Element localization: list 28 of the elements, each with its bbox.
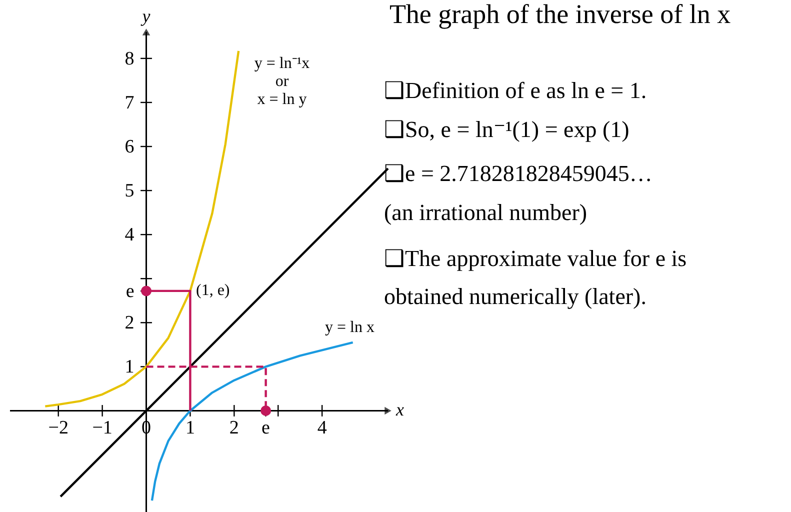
x-tick-label: 4 [317,418,328,439]
x-tick-label: −2 [48,418,68,439]
y-tick-label: 6 [124,136,134,158]
y-tick-label: 7 [124,92,134,114]
x-tick-label: −1 [92,418,112,439]
annotation: (an irrational number) [384,200,588,225]
y-tick-label: 8 [124,48,134,70]
line-series [44,50,240,408]
annotation: obtained numerically (later). [384,284,646,309]
annotation: ❑So, e = ln⁻¹(1) = exp (1) [384,117,630,142]
x-tick-label: 1 [185,418,195,439]
annotation: ❑The approximate value for e is [384,246,687,271]
x-tick-label: 2 [229,418,239,439]
x-tick-label: e [262,418,270,439]
annotation: y = ln x [325,319,374,336]
annotation: y = ln⁻¹x or x = ln y [254,55,310,108]
y-tick-label: 1 [124,356,134,378]
y-tick-label: 4 [124,224,135,246]
text: The graph of the inverse of ln x [389,0,732,29]
y-tick-label: e [126,281,134,302]
line-series [150,341,354,502]
y-tick-label: 5 [124,180,134,202]
y-axis-title: y [140,6,150,26]
annotation: ❑e = 2.718281828459045… [384,161,652,186]
annotation: (1, e) [196,282,230,299]
annotation: ❑Definition of e as ln e = 1. [384,78,647,103]
y-tick-label: 2 [124,312,134,334]
x-axis-title: x [395,400,404,420]
